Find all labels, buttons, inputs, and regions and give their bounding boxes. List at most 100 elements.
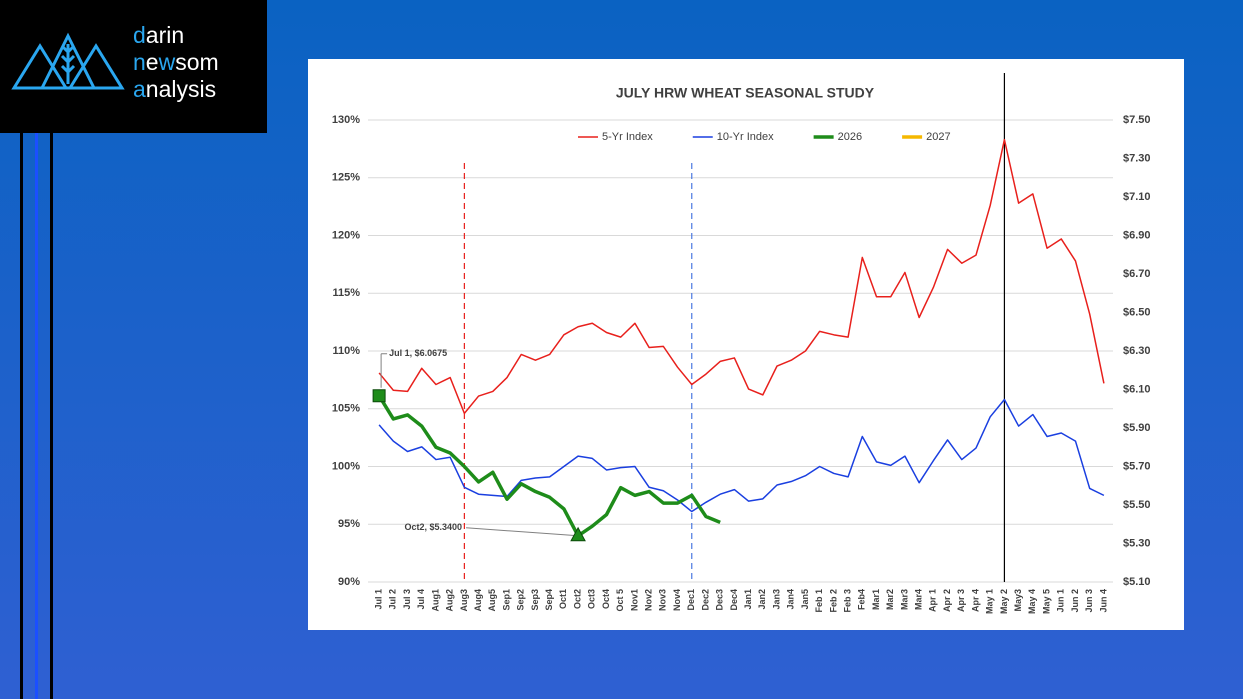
logo-word-part: w [158,49,176,75]
x-tick-label: Jul 4 [416,589,426,610]
logo-line: darin [133,22,219,49]
leader-line [466,527,579,537]
x-tick-label: Jan4 [786,589,796,610]
x-tick-label: Jul 3 [402,589,412,610]
y2-tick-label: $6.70 [1123,268,1151,280]
x-tick-label: Sep4 [544,589,554,611]
x-tick-label: Sep2 [516,589,526,611]
y-tick-label: 115% [332,287,360,299]
x-tick-label: Aug2 [445,589,455,612]
logo-word-part: arin [145,22,185,48]
chart: JULY HRW WHEAT SEASONAL STUDY 90% 95% 100%… [308,59,1184,630]
x-tick-label: Mar3 [899,589,909,610]
x-tick-label: Jan1 [743,589,753,610]
x-tick-label: Apr 2 [942,589,952,612]
y2-tick-label: $6.90 [1123,229,1151,241]
x-tick-label: Feb 3 [842,589,852,613]
logo-word-part: a [133,76,146,102]
series-line [377,394,721,538]
annotation-marker [372,389,386,403]
y-tick-label: 90% [338,576,360,588]
x-tick-label: Aug4 [473,589,483,612]
x-tick-label: Nov3 [658,589,668,611]
y2-tick-label: $6.10 [1123,383,1151,395]
logo-word-part: som [175,49,219,75]
logo-line: analysis [133,76,219,103]
y-tick-label: 95% [338,518,360,530]
y-tick-label: 105% [332,403,360,415]
y2-tick-label: $6.50 [1123,306,1151,318]
legend-label: 2027 [926,131,950,143]
stripe [50,133,53,699]
legend-label: 10-Yr Index [717,131,774,143]
x-tick-label: May 2 [999,589,1009,614]
annotation-label: Jul 1, $6.0675 [389,348,447,358]
stripe [20,133,23,699]
y2-tick-label: $7.30 [1123,152,1151,164]
annotation-label: Oct2, $5.3400 [405,522,463,532]
chart-background [308,59,1184,630]
x-tick-label: Oct3 [587,589,597,609]
y2-tick-label: $7.50 [1123,114,1151,126]
y2-tick-label: $5.90 [1123,422,1151,434]
x-tick-label: Oct 5 [615,589,625,612]
y2-tick-label: $5.70 [1123,460,1151,472]
x-tick-label: Aug1 [430,589,440,612]
stripe [35,133,38,699]
logo-word-part: d [133,22,146,48]
x-tick-label: Jun 4 [1098,589,1108,613]
x-tick-label: Jul 1 [373,589,383,610]
x-tick-label: Feb 2 [828,589,838,613]
x-tick-label: Jan5 [800,589,810,610]
x-tick-label: Dec3 [715,589,725,611]
x-tick-label: Dec2 [700,589,710,611]
series-line [378,138,1105,415]
x-tick-label: Apr 3 [956,589,966,612]
x-tick-label: Jan3 [771,589,781,610]
x-tick-label: Nov1 [629,589,639,611]
logo-word-part: e [145,49,159,75]
x-tick-label: Jun 2 [1070,589,1080,613]
x-tick-label: Jan2 [757,589,767,610]
logo-icon [11,32,125,90]
y-tick-label: 110% [332,345,360,357]
y2-tick-label: $5.30 [1123,537,1151,549]
x-tick-label: May 5 [1041,589,1051,614]
x-tick-label: Apr 4 [970,589,980,612]
logo: darin newsom analysis [0,0,267,133]
logo-word-part: n [133,49,146,75]
x-tick-label: Feb 1 [814,589,824,613]
x-tick-label: Nov4 [672,589,682,611]
series-line [378,398,1105,513]
y2-tick-label: $5.10 [1123,576,1151,588]
x-tick-label: May 4 [1027,589,1037,614]
y-tick-label: 130% [332,114,360,126]
x-tick-label: Jun 3 [1084,589,1094,613]
legend-label: 2026 [838,131,862,143]
y2-tick-label: $7.10 [1123,191,1151,203]
x-tick-label: Mar1 [871,589,881,610]
x-tick-label: Nov2 [644,589,654,611]
x-tick-label: Dec1 [686,589,696,611]
chart-title: JULY HRW WHEAT SEASONAL STUDY [616,85,875,101]
x-tick-label: Apr 1 [928,589,938,612]
y-tick-label: 125% [332,172,360,184]
x-tick-label: Dec4 [729,589,739,611]
annotation-marker [570,526,586,542]
x-tick-label: Mar2 [885,589,895,610]
x-tick-label: Aug3 [459,589,469,612]
x-tick-label: Jul 2 [388,589,398,610]
x-tick-label: Oct1 [558,589,568,609]
x-tick-label: Aug5 [487,589,497,612]
y2-tick-label: $5.50 [1123,499,1151,511]
y-tick-label: 100% [332,460,360,472]
x-tick-label: Jun 1 [1056,589,1066,613]
logo-line: newsom [133,49,219,76]
x-tick-label: May3 [1013,589,1023,612]
x-tick-label: Oct4 [601,589,611,609]
x-tick-label: Oct2 [572,589,582,609]
x-tick-label: May 1 [985,589,995,614]
x-tick-label: Feb4 [857,589,867,610]
y-tick-label: 120% [332,229,360,241]
